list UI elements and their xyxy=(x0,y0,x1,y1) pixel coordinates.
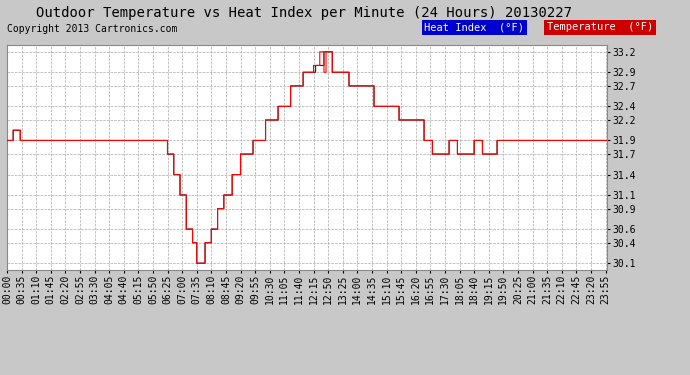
Text: Temperature  (°F): Temperature (°F) xyxy=(547,22,653,33)
Text: Copyright 2013 Cartronics.com: Copyright 2013 Cartronics.com xyxy=(7,24,177,34)
Text: Heat Index  (°F): Heat Index (°F) xyxy=(424,22,524,33)
Text: Outdoor Temperature vs Heat Index per Minute (24 Hours) 20130227: Outdoor Temperature vs Heat Index per Mi… xyxy=(36,6,571,20)
